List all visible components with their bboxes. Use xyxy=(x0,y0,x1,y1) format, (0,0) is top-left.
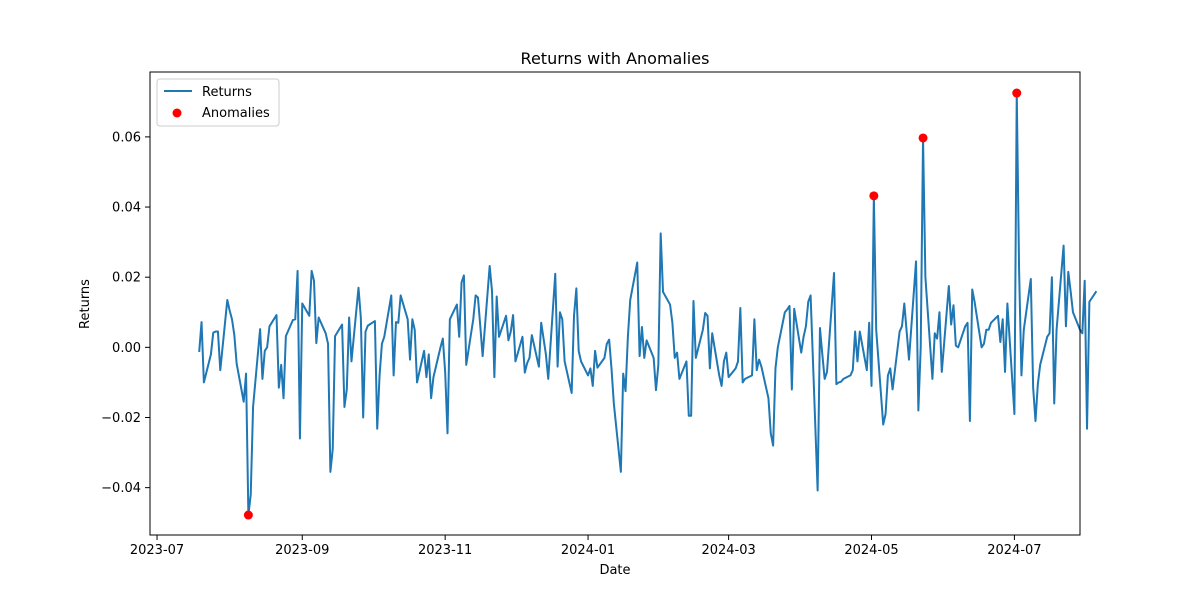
y-axis-label: Returns xyxy=(78,279,93,329)
y-axis: −0.04 −0.02 0.00 0.02 0.04 0.06 xyxy=(101,130,150,496)
anomaly-point xyxy=(243,510,253,520)
legend-anomalies-label: Anomalies xyxy=(202,106,270,121)
anomaly-point xyxy=(918,133,928,143)
y-tick-label: 0.06 xyxy=(112,130,141,145)
y-tick-label: −0.02 xyxy=(101,411,141,426)
y-tick-label: 0.02 xyxy=(112,271,141,286)
returns-series-line xyxy=(198,92,1098,517)
x-tick-label: 2023-07 xyxy=(130,543,184,558)
x-tick-label: 2023-11 xyxy=(418,543,472,558)
chart-title: Returns with Anomalies xyxy=(521,49,710,68)
x-tick-label: 2024-07 xyxy=(987,543,1041,558)
legend: Returns Anomalies xyxy=(156,78,280,127)
anomaly-point xyxy=(1012,88,1022,98)
anomaly-point xyxy=(869,191,879,201)
x-tick-label: 2024-03 xyxy=(701,543,755,558)
x-axis-label: Date xyxy=(599,563,630,578)
y-tick-label: 0.04 xyxy=(112,201,141,216)
x-tick-label: 2024-01 xyxy=(561,543,615,558)
y-tick-label: −0.04 xyxy=(101,481,141,496)
x-axis: 2023-07 2023-09 2023-11 2024-01 2024-03 2024-… xyxy=(130,535,1042,558)
legend-anomalies-marker xyxy=(172,108,182,118)
y-tick-label: 0.00 xyxy=(112,341,141,356)
x-tick-label: 2024-05 xyxy=(844,543,898,558)
legend-returns-label: Returns xyxy=(202,85,252,100)
plot-frame xyxy=(149,71,1081,536)
x-tick-label: 2023-09 xyxy=(275,543,329,558)
